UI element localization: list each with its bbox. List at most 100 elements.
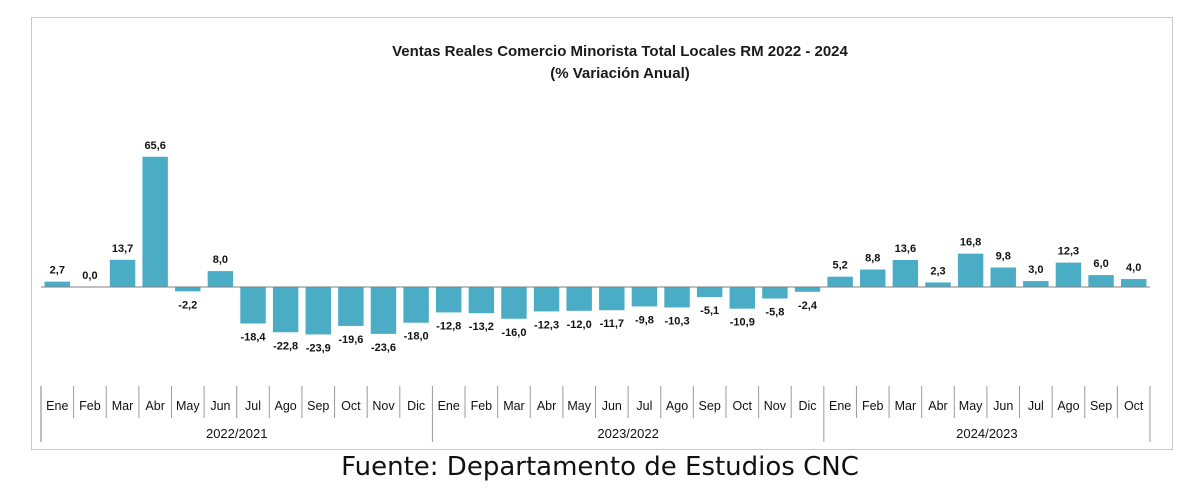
bar	[533, 287, 560, 312]
x-tick-label: May	[959, 399, 983, 413]
data-label: -10,9	[730, 317, 755, 329]
data-label: 16,8	[960, 237, 981, 249]
bar	[860, 269, 886, 287]
x-tick-label: Jul	[245, 399, 261, 413]
bar	[892, 260, 919, 287]
bar	[175, 287, 201, 292]
data-label: -23,6	[371, 342, 396, 354]
data-label: -12,8	[436, 320, 461, 332]
x-tick-label: Mar	[112, 399, 134, 413]
bar	[990, 267, 1016, 287]
bar	[925, 282, 951, 287]
data-label: -10,3	[665, 315, 690, 327]
x-tick-label: Ene	[438, 399, 460, 413]
bar	[44, 281, 71, 287]
data-label: 13,7	[112, 243, 133, 255]
bar	[1055, 262, 1082, 287]
bar	[501, 287, 527, 319]
x-group-label: 2024/2023	[956, 426, 1017, 441]
x-tick-label: Ago	[666, 399, 688, 413]
data-label: -2,4	[798, 300, 818, 312]
x-tick-label: Oct	[733, 399, 753, 413]
data-label: -9,8	[635, 314, 654, 326]
bar	[338, 287, 364, 326]
bar	[599, 287, 625, 311]
x-group-label: 2022/2021	[206, 426, 267, 441]
data-label: 65,6	[144, 140, 165, 152]
chart-border	[31, 17, 1173, 450]
data-label: 6,0	[1093, 258, 1108, 270]
bar	[957, 253, 984, 287]
x-tick-label: Abr	[145, 399, 164, 413]
chart-title: Ventas Reales Comercio Minorista Total L…	[392, 43, 848, 60]
x-tick-label: Sep	[699, 399, 721, 413]
data-label: -5,1	[700, 305, 719, 317]
bar	[1023, 281, 1049, 287]
bar	[468, 287, 495, 314]
x-tick-label: Feb	[79, 399, 101, 413]
data-label: 2,7	[50, 265, 65, 277]
x-tick-label: Jun	[993, 399, 1013, 413]
x-tick-label: Oct	[341, 399, 361, 413]
bar	[305, 287, 331, 335]
x-tick-label: Nov	[764, 399, 787, 413]
x-tick-label: Jul	[1028, 399, 1044, 413]
x-tick-label: Mar	[895, 399, 917, 413]
data-label: -11,7	[600, 318, 624, 330]
data-label: -18,4	[240, 332, 266, 344]
data-label: 3,0	[1028, 264, 1043, 276]
x-tick-label: Jun	[602, 399, 622, 413]
bar	[142, 156, 168, 287]
x-tick-label: Nov	[372, 399, 395, 413]
bar	[762, 287, 788, 299]
bar	[696, 287, 723, 298]
data-label: 12,3	[1058, 246, 1079, 258]
bar	[240, 287, 266, 324]
data-label: 4,0	[1126, 262, 1141, 274]
x-tick-label: Dic	[407, 399, 425, 413]
data-label: -16,0	[501, 327, 526, 339]
x-tick-label: Oct	[1124, 399, 1144, 413]
x-tick-label: May	[567, 399, 591, 413]
x-tick-label: Feb	[862, 399, 884, 413]
x-tick-label: May	[176, 399, 200, 413]
source-note: Fuente: Departamento de Estudios CNC	[341, 452, 859, 482]
data-label: -19,6	[338, 334, 363, 346]
x-tick-label: Dic	[798, 399, 816, 413]
x-tick-label: Ene	[46, 399, 68, 413]
data-label: 8,8	[865, 253, 880, 265]
chart: Ventas Reales Comercio Minorista Total L…	[31, 17, 1173, 450]
bar	[566, 287, 592, 311]
data-label: -12,3	[534, 319, 559, 331]
data-label: 13,6	[895, 243, 916, 255]
bar	[403, 287, 429, 323]
x-tick-label: Mar	[503, 399, 525, 413]
x-tick-label: Sep	[307, 399, 329, 413]
bar	[794, 287, 821, 292]
bar	[207, 271, 234, 287]
x-tick-label: Sep	[1090, 399, 1112, 413]
data-label: -5,8	[765, 307, 784, 319]
x-tick-label: Jul	[636, 399, 652, 413]
bar	[1120, 279, 1147, 287]
bar	[827, 276, 853, 287]
data-label: 2,3	[930, 265, 945, 277]
x-tick-label: Feb	[471, 399, 493, 413]
x-tick-label: Ago	[1057, 399, 1079, 413]
data-label: 9,8	[996, 251, 1011, 263]
chart-subtitle: (% Variación Anual)	[550, 65, 689, 82]
bar	[1088, 275, 1114, 287]
data-label: 5,2	[832, 260, 847, 272]
data-label: -12,0	[567, 319, 592, 331]
bar	[109, 259, 136, 287]
data-label: -2,2	[178, 299, 197, 311]
x-tick-label: Ene	[829, 399, 851, 413]
x-group-label: 2023/2022	[597, 426, 658, 441]
data-label: -13,2	[469, 321, 494, 333]
x-tick-label: Abr	[537, 399, 556, 413]
data-label: -23,9	[306, 342, 331, 354]
x-tick-label: Abr	[928, 399, 947, 413]
bar	[272, 287, 299, 333]
bar	[729, 287, 756, 309]
bar	[435, 287, 462, 313]
